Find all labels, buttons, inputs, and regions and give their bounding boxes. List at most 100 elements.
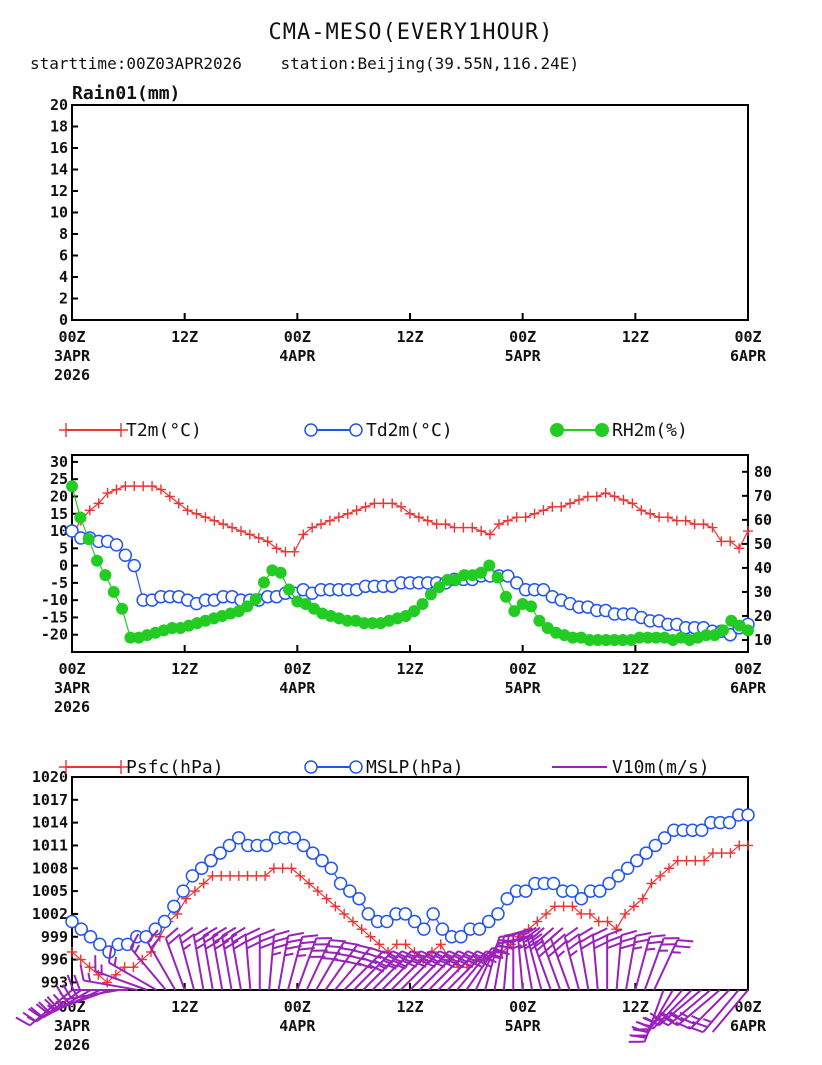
pressure-ytick-label: 1008	[32, 859, 68, 877]
v10m-barb-staff	[428, 950, 469, 991]
v10m-barb-feather	[569, 949, 578, 957]
v10m-barb-feather	[547, 950, 556, 958]
v10m-barb-feather	[691, 1014, 701, 1021]
v10m-barb-staff	[652, 989, 693, 1030]
td2m-marker	[109, 538, 124, 552]
v10m-series	[15, 926, 749, 1043]
t2m-marker	[405, 508, 415, 519]
v10m-barb-feather	[357, 962, 373, 970]
mslp-marker	[296, 838, 311, 853]
v10m-barb-feather	[79, 964, 85, 981]
psfc-marker	[321, 893, 332, 904]
psfc-marker	[716, 848, 727, 859]
v10m-barb-feather	[518, 933, 534, 943]
pressure-legend-item: MSLP(hPa)	[304, 757, 464, 778]
pressure-legend-marker	[114, 760, 128, 774]
rh2m-marker	[282, 583, 295, 596]
rh2m-marker	[116, 602, 129, 615]
t2m-marker	[467, 522, 478, 533]
pressure-ytick-label: 999	[41, 928, 68, 946]
rh2m-marker	[408, 605, 421, 618]
rh2m-marker	[600, 633, 613, 646]
rh2m-marker	[257, 576, 270, 589]
temp-ytick-label: 15	[50, 505, 68, 523]
rh2m-marker	[525, 600, 538, 613]
temp-legend-marker	[59, 423, 73, 437]
v10m-barb-feather	[634, 938, 651, 944]
t2m-marker	[654, 512, 665, 523]
psfc-marker	[128, 962, 139, 973]
v10m-barb-staff	[516, 935, 524, 991]
temp-xtick-label: 12Z	[171, 660, 198, 678]
v10m-barb-staff	[437, 950, 478, 991]
rh2m-marker	[82, 533, 95, 546]
psfc-marker	[75, 954, 86, 965]
v10m-barb-staff	[230, 935, 242, 991]
temp-legend-label: RH2m(%)	[612, 420, 688, 441]
psfc-line	[71, 844, 748, 984]
v10m-barb-staff	[646, 989, 684, 1033]
psfc-marker	[567, 901, 578, 912]
t2m-marker	[440, 519, 451, 530]
temp-legend-marker	[550, 423, 564, 437]
rh2m-marker	[716, 624, 729, 637]
v10m-barb-feather	[147, 929, 159, 944]
v10m-barb-staff	[474, 939, 500, 991]
v10m-barb-feather	[578, 926, 594, 937]
rh-ytick-label: 40	[754, 559, 772, 577]
v10m-barb-staff	[615, 935, 623, 991]
v10m-barb-feather	[702, 1018, 713, 1023]
v10m-barb-staff	[178, 936, 196, 991]
t2m-marker	[244, 529, 255, 540]
v10m-barb-staff	[418, 950, 459, 991]
t2m-marker	[502, 515, 513, 526]
t2m-marker	[191, 508, 202, 519]
v10m-barb-feather	[565, 933, 581, 945]
psfc-marker	[268, 863, 279, 874]
v10m-barb-staff	[83, 979, 138, 991]
chart-title: CMA-MESO(EVERY1HOUR)	[268, 20, 554, 45]
psfc-marker	[576, 908, 587, 919]
rh2m-marker	[700, 629, 713, 642]
temp-xtick-label: 00Z	[284, 660, 311, 678]
mslp-marker	[620, 861, 635, 876]
mslp-marker	[222, 838, 237, 853]
mslp-marker	[407, 914, 422, 929]
v10m-barb-feather	[635, 931, 652, 937]
rain-ytick-label: 8	[59, 225, 68, 243]
v10m-barb-feather	[245, 933, 262, 943]
v10m-barb-staff	[305, 939, 331, 991]
psfc-marker	[584, 908, 595, 919]
pressure-xtick-label: 00Z	[734, 998, 761, 1016]
rh2m-marker	[416, 597, 429, 610]
pressure-ytick-label: 1017	[32, 791, 68, 809]
t2m-marker	[547, 501, 558, 512]
psfc-marker	[242, 870, 253, 881]
t2m-marker	[360, 501, 371, 512]
chart-subtitle: starttime:00Z03APR2026 station:Beijing(3…	[30, 54, 580, 73]
temp-xtick-label: 00Z	[509, 660, 536, 678]
mslp-marker	[185, 869, 200, 883]
temp-xtick-label: 5APR	[505, 679, 542, 697]
temp-xtick-label: 6APR	[730, 679, 767, 697]
v10m-barb-feather	[35, 1003, 50, 1015]
psfc-marker	[347, 916, 358, 927]
psfc-marker	[558, 901, 569, 912]
v10m-barb-staff	[343, 950, 384, 991]
v10m-barb-feather	[606, 928, 623, 936]
rh-ytick-label: 70	[754, 487, 772, 505]
psfc-marker	[725, 848, 736, 859]
t2m-marker	[209, 515, 220, 526]
rain-ytick-label: 2	[59, 290, 68, 308]
rh2m-marker	[433, 581, 446, 594]
mslp-marker	[454, 930, 468, 944]
rain-xtick-label: 12Z	[396, 328, 423, 346]
mslp-marker	[657, 831, 672, 845]
psfc-marker	[699, 855, 710, 866]
rain-xtick-label: 12Z	[171, 328, 198, 346]
rh2m-marker	[124, 631, 137, 644]
rh2m-marker	[474, 566, 487, 579]
v10m-barb-feather	[180, 933, 196, 945]
v10m-barb-feather	[329, 939, 346, 943]
v10m-barb-staff	[711, 989, 749, 1033]
